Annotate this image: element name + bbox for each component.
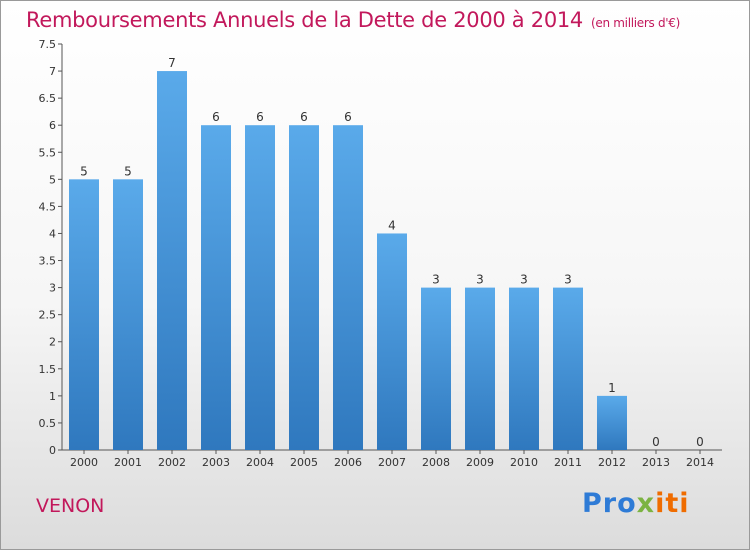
bar: [289, 125, 319, 450]
data-label: 3: [432, 273, 440, 287]
x-tick-label: 2000: [70, 456, 98, 469]
bar: [421, 287, 451, 450]
x-tick-label: 2002: [158, 456, 186, 469]
y-tick-label: 5: [49, 173, 56, 186]
y-tick-label: 4.5: [39, 200, 57, 213]
y-tick-label: 2.5: [39, 309, 57, 322]
data-label: 6: [256, 110, 264, 124]
data-label: 3: [564, 273, 572, 287]
bar: [69, 179, 99, 451]
y-tick-label: 7.5: [39, 38, 57, 51]
y-tick-label: 5.5: [39, 146, 57, 159]
x-tick-label: 2003: [202, 456, 230, 469]
bar: [377, 233, 407, 450]
bar: [157, 71, 187, 451]
x-tick-label: 2001: [114, 456, 142, 469]
y-tick-label: 6.5: [39, 92, 57, 105]
y-tick-label: 6: [49, 119, 56, 132]
chart-title: Remboursements Annuels de la Dette de 20…: [26, 8, 680, 32]
bar: [597, 395, 627, 450]
chart-unit: (en milliers d'€): [591, 16, 681, 30]
x-tick-label: 2011: [554, 456, 582, 469]
data-label: 3: [520, 273, 528, 287]
data-label: 0: [696, 435, 704, 449]
y-tick-label: 3: [49, 282, 56, 295]
y-tick-label: 4: [49, 227, 56, 240]
bar: [113, 179, 143, 451]
x-tick-label: 2014: [686, 456, 714, 469]
x-tick-label: 2010: [510, 456, 538, 469]
data-label: 6: [300, 110, 308, 124]
x-tick-label: 2006: [334, 456, 362, 469]
bar: [553, 287, 583, 450]
y-tick-label: 1: [49, 390, 56, 403]
x-tick-label: 2012: [598, 456, 626, 469]
x-tick-label: 2008: [422, 456, 450, 469]
y-tick-label: 2: [49, 336, 56, 349]
logo-part-1: Pro: [582, 488, 637, 519]
data-label: 5: [124, 164, 132, 178]
bar: [509, 287, 539, 450]
y-tick-label: 7: [49, 65, 56, 78]
x-tick-label: 2005: [290, 456, 318, 469]
data-label: 7: [168, 56, 176, 70]
bar: [333, 125, 363, 450]
y-tick-label: 0.5: [39, 417, 57, 430]
data-label: 1: [608, 381, 616, 395]
x-tick-label: 2007: [378, 456, 406, 469]
data-label: 6: [344, 110, 352, 124]
data-label: 0: [652, 435, 660, 449]
x-tick-label: 2004: [246, 456, 274, 469]
x-tick-label: 2009: [466, 456, 494, 469]
data-label: 6: [212, 110, 220, 124]
y-tick-label: 3.5: [39, 255, 57, 268]
logo-part-3: iti: [655, 488, 690, 519]
y-tick-label: 1.5: [39, 363, 57, 376]
bar: [201, 125, 231, 450]
y-tick-label: 0: [49, 444, 56, 457]
logo-part-2: x: [636, 488, 656, 519]
proxiti-logo: Proxiti: [582, 488, 690, 519]
data-label: 5: [80, 164, 88, 178]
chart-title-text: Remboursements Annuels de la Dette de 20…: [26, 8, 583, 32]
data-label: 4: [388, 218, 396, 232]
x-tick-label: 2013: [642, 456, 670, 469]
bar: [465, 287, 495, 450]
bar: [245, 125, 275, 450]
data-label: 3: [476, 273, 484, 287]
commune-name: VENON: [36, 495, 105, 517]
